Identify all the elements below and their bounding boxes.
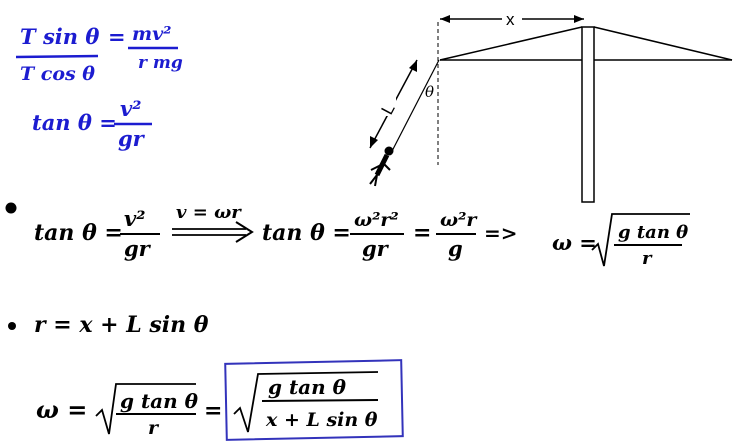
l-arrow-bottom-icon	[370, 136, 378, 148]
blue-line1-rhs-num: mv²	[132, 23, 171, 45]
rope	[389, 59, 440, 156]
x-arrow-left-icon	[440, 15, 450, 23]
row1-arrow-label: v = ωr	[176, 202, 242, 223]
derivation-row-1: tan θ = v² gr v = ωr tan θ = ω²r² gr = ω…	[5, 202, 690, 269]
blue-fraction-bar-main	[15, 54, 99, 59]
row3-root2-frac-bar	[261, 399, 379, 402]
row1-lhs: tan θ =	[34, 220, 123, 246]
row3-root2-num: g tan θ	[268, 375, 347, 399]
blue-line3-lhs: tan θ =	[32, 110, 117, 135]
blue-line2-lhs: T cos θ	[20, 63, 95, 85]
row3-sqrt-sign-1-icon	[95, 383, 196, 435]
row1-den2: gr	[362, 236, 390, 261]
row3-omega: ω =	[36, 395, 87, 424]
blue-notes: T sin θ = mv² r mg T cos θ tan θ = v² gr	[15, 23, 183, 151]
row1-sqrt-sign-icon	[591, 213, 690, 267]
row1-root-den: r	[642, 248, 653, 269]
derivation-row-3: ω = g tan θ r = g tan θ x + L sin θ	[36, 359, 404, 441]
row2-bullet-icon	[8, 322, 16, 330]
row3-eq: =	[204, 398, 222, 424]
row1-den3: g	[448, 236, 463, 261]
theta-label: θ	[425, 83, 434, 101]
row1-bullet-icon	[5, 202, 17, 214]
carousel-diagram: x θ L	[369, 9, 733, 203]
row3-sqrt-sign-2-icon	[233, 371, 379, 433]
row1-omega: ω =	[552, 230, 597, 255]
x-arrow-right-icon	[574, 15, 584, 23]
row1-eq: =	[413, 220, 431, 246]
x-label-bg	[502, 9, 522, 27]
answer-box	[224, 359, 404, 441]
blue-equals-1: =	[108, 24, 126, 49]
row1-num3: ω²r	[440, 209, 478, 231]
l-arrow-top-icon	[409, 60, 417, 72]
central-pole	[581, 26, 595, 203]
blue-line3-num: v²	[120, 96, 141, 121]
row1-implies: =>	[484, 221, 518, 245]
row1-implies-arrow-icon	[235, 221, 254, 243]
blue-line1-lhs: T sin θ	[20, 24, 99, 49]
row3-root1-num: g tan θ	[120, 389, 199, 413]
row1-num2: ω²r²	[354, 209, 399, 231]
right-arm	[593, 26, 733, 61]
row2-equation: r = x + L sin θ	[34, 312, 209, 338]
row3-root2-den: x + L sin θ	[265, 409, 378, 431]
derivation-row-2: r = x + L sin θ	[8, 312, 209, 338]
rider-figure-icon	[369, 146, 394, 187]
row3-root1-den: r	[148, 417, 160, 439]
left-arm	[439, 26, 583, 61]
row1-mid: tan θ =	[262, 220, 351, 246]
row1-root-num: g tan θ	[618, 222, 688, 243]
l-label-bg	[378, 96, 396, 116]
row1-num1: v²	[124, 206, 145, 231]
row1-den1: gr	[124, 236, 152, 261]
x-label: x	[506, 10, 515, 29]
blue-line1-rhs-den: r mg	[138, 53, 183, 73]
blue-line3-den: gr	[118, 126, 146, 151]
